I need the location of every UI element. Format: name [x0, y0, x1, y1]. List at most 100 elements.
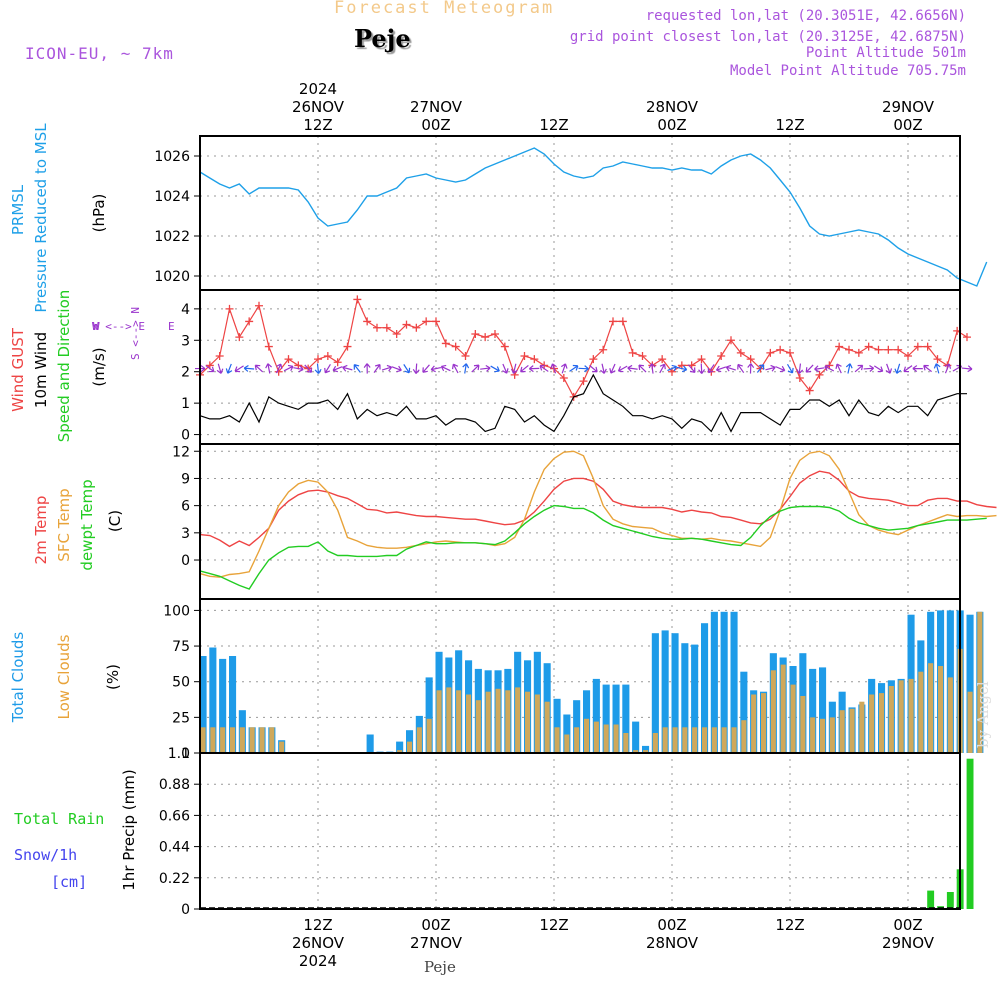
wind-gust-marker — [481, 333, 490, 342]
low-clouds-bar — [918, 671, 924, 753]
wind-direction-arrow — [462, 363, 470, 374]
wind-direction-arrow — [490, 365, 500, 373]
wind-arrow-shape — [332, 365, 343, 373]
wind-gust-marker — [697, 355, 706, 364]
wind-gust-marker — [530, 355, 539, 364]
wind-arrow-shape — [243, 364, 255, 372]
wind-arrow-shape — [765, 364, 776, 372]
wind-arrow-shape — [490, 365, 500, 373]
wind-arrow-shape — [617, 365, 628, 373]
time-label-bottom: 26NOV — [292, 934, 345, 952]
total-clouds-bar — [966, 614, 974, 753]
wind-gust-marker — [766, 348, 775, 357]
wind-arrow-shape — [805, 364, 814, 373]
time-label-top: 28NOV — [646, 98, 699, 116]
wind-gust-marker — [343, 342, 352, 351]
wind-arrow-shape — [854, 364, 864, 373]
low-clouds-bar — [456, 690, 462, 753]
wind-direction-arrow — [265, 363, 272, 374]
total-clouds-bar — [681, 643, 689, 753]
wind-direction-arrow — [589, 364, 598, 373]
low-clouds-bar — [643, 750, 649, 753]
precip-y-tick-label: 0.22 — [159, 871, 190, 887]
wind-direction-arrow — [578, 365, 589, 373]
wind-arrow-shape — [265, 363, 272, 374]
wind-direction-arrow — [412, 363, 420, 374]
wind-arrow-shape — [225, 363, 233, 374]
low-clouds-bar — [603, 724, 609, 753]
wind-arrow-shape — [451, 363, 459, 374]
precip-y-tick-label: 0 — [181, 902, 190, 918]
wind-direction-arrow — [403, 364, 411, 374]
wind-direction-arrow — [332, 365, 343, 373]
total-clouds-bar — [691, 644, 699, 753]
compass-sn-arrow: S <--> N — [129, 307, 142, 360]
total-clouds-bar — [710, 611, 718, 753]
low-clouds-bar — [534, 694, 540, 753]
low-clouds-bar — [426, 718, 432, 753]
temp-y-tick-label: 12 — [172, 444, 190, 460]
total-clouds-bar — [366, 734, 374, 753]
time-label-bottom: 29NOV — [882, 934, 935, 952]
temp-2m-line — [199, 470, 997, 548]
rain-bar — [966, 758, 974, 909]
wind-gust-marker — [618, 317, 627, 326]
low-clouds-bar — [810, 717, 816, 753]
low-clouds-bar — [869, 694, 875, 753]
total-clouds-bar — [219, 658, 227, 753]
wind-arrow-shape — [676, 365, 688, 373]
wind-direction-arrow — [863, 365, 875, 372]
wind-direction-arrow — [894, 363, 902, 374]
wind-gust-marker — [638, 352, 647, 360]
wind-arrow-shape — [205, 365, 215, 373]
low-clouds-bar — [908, 678, 914, 753]
text-layer: 102010221024102601234036912025507510000.… — [9, 80, 935, 970]
wind-y-tick-label: 1 — [181, 396, 190, 412]
frames-layer — [199, 135, 961, 910]
model-point-altitude: Model Point Altitude 705.75m — [729, 63, 966, 79]
wind-gust-marker — [245, 317, 254, 326]
wind-arrow-shape — [560, 363, 568, 374]
wind-gust-marker — [933, 355, 942, 364]
wind-direction-arrow — [324, 363, 331, 374]
time-label-top: 00Z — [421, 116, 450, 134]
low-clouds-bar — [839, 710, 845, 753]
precip-unit-label: 1hr Precip (mm) — [120, 769, 138, 890]
low-clouds-bar — [416, 727, 422, 753]
low-clouds-bar — [397, 750, 403, 753]
wind-panel-frame — [199, 289, 961, 445]
axes-layer — [194, 155, 200, 910]
low-clouds-bar — [928, 663, 934, 753]
total-clouds-bar — [622, 684, 630, 753]
wind-gust-marker — [854, 348, 863, 357]
time-label-top: 27NOV — [410, 98, 463, 116]
low-clouds-bar — [495, 688, 501, 753]
low-clouds-bar — [888, 686, 894, 753]
low-clouds-bar — [613, 724, 619, 753]
wind-arrow-shape — [912, 365, 923, 373]
total-clouds-bar — [199, 656, 207, 753]
wind-arrow-shape — [600, 363, 607, 374]
wind-gust-label: Wind GUST — [9, 327, 27, 412]
wind-arrow-shape — [353, 364, 361, 373]
wind-arrow-shape — [786, 363, 794, 374]
wind-gust-marker — [786, 348, 794, 357]
time-label-top: 26NOV — [292, 98, 345, 116]
snow-unit-label: [cm] — [51, 873, 88, 891]
rain-bar — [927, 890, 935, 909]
wind-gust-marker — [225, 304, 234, 313]
wind-direction-arrow — [205, 365, 215, 373]
wind-gust-marker — [658, 355, 667, 364]
wind-direction-arrow — [539, 364, 549, 372]
wind-direction-arrow — [854, 364, 864, 373]
low-clouds-bar — [633, 750, 639, 753]
wind-arrow-shape — [342, 364, 353, 372]
wind-direction-arrow — [676, 365, 688, 373]
wind-direction-arrow — [225, 363, 233, 374]
low-clouds-label: Low Clouds — [55, 634, 73, 719]
wind-direction-arrow — [283, 364, 294, 372]
wind-arrow-shape — [737, 363, 745, 374]
wind-gust-marker — [392, 330, 401, 338]
wind-arrow-shape — [756, 364, 765, 373]
low-clouds-bar — [230, 727, 236, 753]
